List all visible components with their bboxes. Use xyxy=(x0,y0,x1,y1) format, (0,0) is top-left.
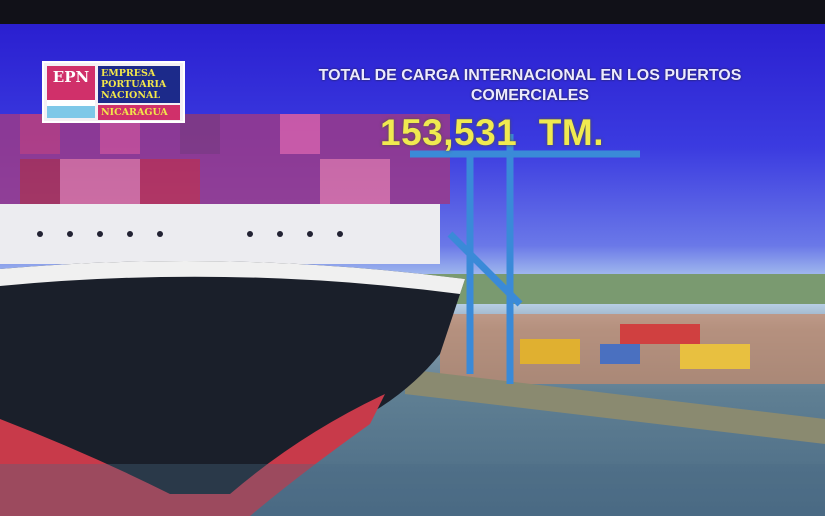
screen-bezel xyxy=(0,0,825,24)
logo-name-line: PORTUARIA xyxy=(101,79,167,90)
cargo-total: 153,531 TM. xyxy=(380,112,605,153)
logo-wave-icon xyxy=(47,88,95,118)
slide: EPN EMPRESA PORTUARIA NACIONAL NICARAGUA… xyxy=(0,24,825,516)
logo-name-line: EMPRESA xyxy=(101,68,156,79)
epn-logo: EPN EMPRESA PORTUARIA NACIONAL NICARAGUA xyxy=(42,61,185,123)
logo-name: EMPRESA PORTUARIA NACIONAL xyxy=(98,66,180,103)
logo-country: NICARAGUA xyxy=(98,105,180,120)
slide-title: TOTAL DE CARGA INTERNACIONAL EN LOS PUER… xyxy=(318,67,742,104)
logo-abbr: EPN xyxy=(47,66,95,88)
logo-name-line: NACIONAL xyxy=(101,90,161,101)
port-photo xyxy=(0,114,825,516)
